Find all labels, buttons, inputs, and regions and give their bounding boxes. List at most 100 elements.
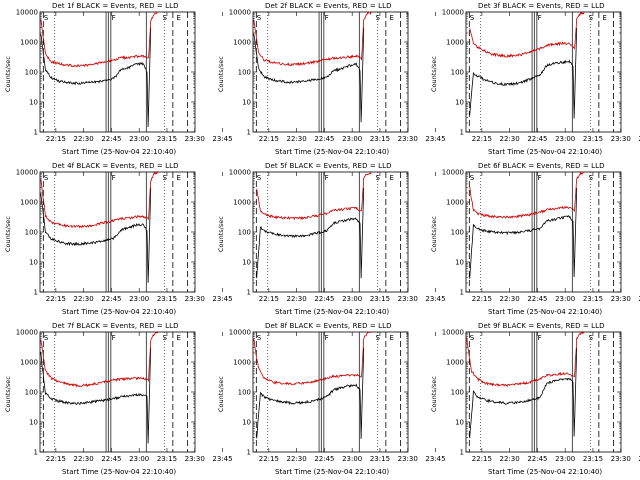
events-series-line bbox=[469, 187, 578, 279]
panel-title: Det 4f BLACK = Events, RED = LLD bbox=[52, 162, 179, 170]
x-tick-label: 22:15 bbox=[472, 135, 492, 143]
x-tick-label: 22:45 bbox=[314, 135, 334, 143]
event-flag-glyph: S bbox=[589, 174, 594, 182]
plot-frame bbox=[252, 11, 409, 133]
plot-svg: 1 10 100 1000 10000 22:15 22:30 22:45 23:00 23:15… bbox=[229, 9, 446, 144]
x-tick-label: 23:00 bbox=[129, 135, 149, 143]
x-tick-label: 22:15 bbox=[259, 135, 279, 143]
panel-title: Det 5f BLACK = Events, RED = LLD bbox=[265, 162, 392, 170]
detector-panel: Det 6f BLACK = Events, RED = LLD Counts/s… bbox=[426, 160, 640, 320]
event-flag-glyph: F bbox=[538, 14, 542, 22]
detector-panel: Det 7f BLACK = Events, RED = LLD Counts/s… bbox=[0, 320, 233, 480]
event-flag-glyph: S bbox=[257, 14, 262, 22]
lld-series-line bbox=[40, 11, 159, 68]
x-tick-label: 22:45 bbox=[314, 295, 334, 303]
x-tick-label: 23:00 bbox=[342, 455, 362, 463]
y-tick-label: 100 bbox=[238, 229, 251, 237]
event-flag-glyph: E bbox=[603, 334, 607, 342]
x-tick-label: 23:15 bbox=[583, 455, 603, 463]
y-tick-label: 100 bbox=[25, 229, 38, 237]
x-axis-label: Start Time (25-Nov-04 22:10:40) bbox=[275, 308, 390, 316]
x-tick-label: 23:30 bbox=[185, 295, 205, 303]
x-tick-label: 23:00 bbox=[555, 455, 575, 463]
panel-title: Det 3f BLACK = Events, RED = LLD bbox=[478, 2, 605, 10]
x-tick-label: 22:30 bbox=[287, 135, 307, 143]
event-flag-glyph: S bbox=[376, 334, 381, 342]
event-flag-glyph: E bbox=[390, 334, 394, 342]
x-tick-label: 23:15 bbox=[157, 135, 177, 143]
y-tick-label: 1000 bbox=[233, 199, 251, 207]
event-flag-glyph: S bbox=[470, 334, 475, 342]
y-tick-label: 1 bbox=[247, 289, 251, 297]
event-flag-glyph: S bbox=[589, 334, 594, 342]
detector-panel: Det 3f BLACK = Events, RED = LLD Counts/s… bbox=[426, 0, 640, 160]
detector-panel: Det 9f BLACK = Events, RED = LLD Counts/s… bbox=[426, 320, 640, 480]
panel-title: Det 7f BLACK = Events, RED = LLD bbox=[52, 322, 179, 330]
y-tick-label: 10000 bbox=[16, 169, 38, 177]
event-flag-glyph: S bbox=[44, 174, 49, 182]
event-flag-glyph: E bbox=[177, 14, 181, 22]
x-tick-label: 22:30 bbox=[74, 455, 94, 463]
event-flag-glyph: E bbox=[390, 174, 394, 182]
plot-svg: 1 10 100 1000 10000 22:15 22:30 22:45 23:00 23:15… bbox=[442, 169, 640, 304]
y-tick-label: 1 bbox=[247, 129, 251, 137]
y-tick-label: 100 bbox=[238, 389, 251, 397]
x-tick-label: 23:45 bbox=[212, 135, 232, 143]
y-tick-label: 100 bbox=[25, 69, 38, 77]
y-tick-label: 100 bbox=[451, 389, 464, 397]
y-tick-label: 100 bbox=[238, 69, 251, 77]
x-tick-label: 23:45 bbox=[425, 295, 445, 303]
plot-frame bbox=[39, 331, 196, 453]
y-tick-label: 1 bbox=[34, 129, 38, 137]
x-tick-label: 23:00 bbox=[129, 455, 149, 463]
y-tick-label: 10000 bbox=[442, 169, 464, 177]
event-flag-glyph: F bbox=[112, 14, 116, 22]
y-tick-label: 10000 bbox=[442, 329, 464, 337]
y-tick-label: 10000 bbox=[229, 329, 251, 337]
y-tick-label: 10 bbox=[29, 419, 38, 427]
event-flag-glyph: S bbox=[257, 174, 262, 182]
x-axis-label: Start Time (25-Nov-04 22:10:40) bbox=[488, 148, 603, 156]
event-flag-glyph: S bbox=[376, 174, 381, 182]
x-tick-label: 23:00 bbox=[129, 295, 149, 303]
x-tick-label: 22:30 bbox=[287, 455, 307, 463]
x-tick-label: 23:30 bbox=[398, 455, 418, 463]
plot-frame bbox=[465, 11, 622, 133]
y-tick-label: 10 bbox=[455, 259, 464, 267]
detector-panel: Det 8f BLACK = Events, RED = LLD Counts/s… bbox=[213, 320, 446, 480]
x-tick-label: 22:30 bbox=[500, 135, 520, 143]
x-tick-label: 23:30 bbox=[611, 135, 631, 143]
x-tick-label: 22:15 bbox=[472, 455, 492, 463]
y-tick-label: 10 bbox=[242, 419, 251, 427]
event-flag-glyph: S bbox=[44, 14, 49, 22]
y-tick-label: 10000 bbox=[229, 169, 251, 177]
lld-series-line bbox=[256, 172, 372, 221]
plot-svg: 1 10 100 1000 10000 22:15 22:30 22:45 23:00 23:15… bbox=[16, 9, 233, 144]
y-tick-label: 10000 bbox=[16, 329, 38, 337]
x-tick-label: 22:15 bbox=[46, 135, 66, 143]
event-flag-glyph: S bbox=[589, 14, 594, 22]
detector-panel: Det 2f BLACK = Events, RED = LLD Counts/s… bbox=[213, 0, 446, 160]
plot-frame bbox=[39, 171, 196, 293]
event-flag-glyph: E bbox=[177, 334, 181, 342]
event-flag-glyph: F bbox=[325, 14, 329, 22]
event-flag-glyph: E bbox=[390, 14, 394, 22]
plot-svg: 1 10 100 1000 10000 22:15 22:30 22:45 23:00 23:15… bbox=[229, 329, 446, 464]
y-tick-label: 10 bbox=[29, 259, 38, 267]
event-flag-glyph: E bbox=[177, 174, 181, 182]
y-tick-label: 1000 bbox=[233, 359, 251, 367]
y-tick-label: 1 bbox=[460, 289, 464, 297]
event-flag-glyph: S bbox=[470, 14, 475, 22]
x-tick-label: 23:45 bbox=[425, 455, 445, 463]
y-tick-label: 1 bbox=[247, 449, 251, 457]
panel-title: Det 6f BLACK = Events, RED = LLD bbox=[478, 162, 605, 170]
panel-title: Det 9f BLACK = Events, RED = LLD bbox=[478, 322, 605, 330]
lld-series-line bbox=[469, 11, 585, 58]
x-tick-label: 23:30 bbox=[398, 135, 418, 143]
x-tick-label: 22:45 bbox=[101, 295, 121, 303]
x-tick-label: 23:15 bbox=[370, 135, 390, 143]
y-tick-label: 1000 bbox=[446, 39, 464, 47]
event-flag-glyph: S bbox=[163, 14, 168, 22]
event-flag-glyph: F bbox=[538, 334, 542, 342]
x-tick-label: 22:15 bbox=[259, 295, 279, 303]
